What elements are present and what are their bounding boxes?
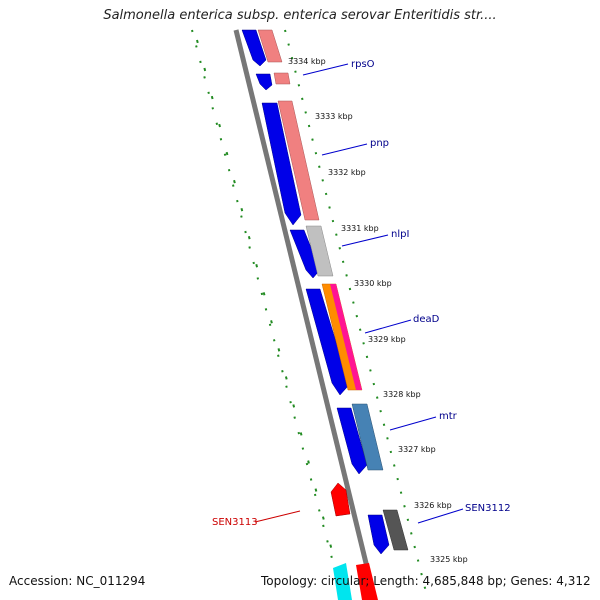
leader-mtr [389, 416, 437, 431]
cds-arrow [261, 102, 302, 226]
gene-deaD-stripe [330, 284, 362, 390]
kbp-tick-label: 3329 kbp [368, 335, 406, 344]
red-feature-bottom [356, 563, 378, 600]
gene-label[interactable]: mtr [439, 411, 458, 422]
gene-SEN3112-bar [382, 509, 409, 551]
kbp-tick-label: 3328 kbp [383, 390, 421, 399]
gene-rpsO-bar-2 [273, 72, 291, 85]
leader-rpsO [302, 63, 349, 76]
kbp-tick-label: 3332 kbp [328, 168, 366, 177]
kbp-tick-label: 3333 kbp [315, 112, 353, 121]
gene-rpsO-bar [257, 29, 283, 63]
leader-SEN3112 [417, 508, 464, 524]
forward-cds-group [241, 29, 390, 555]
kbp-ticks: 3334 kbp 3333 kbp 3332 kbp 3331 kbp 3330… [288, 57, 468, 564]
gene-label[interactable]: deaD [413, 314, 440, 325]
kbp-tick-label: 3326 kbp [414, 501, 452, 510]
leader-nlpI [341, 234, 389, 247]
cds-arrow [305, 288, 350, 396]
gene-label[interactable]: rpsO [351, 59, 375, 70]
gene-label[interactable]: SEN3112 [465, 503, 511, 514]
backbone-line [233, 29, 378, 600]
leader-pnp [321, 143, 368, 156]
gene-nlpI-bar [305, 225, 334, 277]
gene-SEN3113-arrow [330, 482, 351, 517]
kbp-tick-label: 3330 kbp [354, 279, 392, 288]
gene-label[interactable]: pnp [370, 138, 389, 149]
cds-arrow [367, 514, 390, 555]
cds-arrow [289, 229, 321, 279]
gene-mtr-bar [351, 403, 384, 471]
kbp-tick-label: 3334 kbp [288, 57, 326, 66]
cds-arrow [336, 407, 368, 475]
gene-label[interactable]: nlpI [391, 229, 409, 240]
gene-pnp-bar [277, 100, 320, 221]
kbp-tick-label: 3331 kbp [341, 224, 379, 233]
gene-label[interactable]: SEN3113 [212, 517, 258, 528]
cds-arrow [255, 73, 273, 91]
kbp-tick-label: 3325 kbp [430, 555, 468, 564]
cyan-feature [333, 563, 352, 600]
map-title: Salmonella enterica subsp. enterica sero… [103, 8, 497, 23]
leader-SEN3113 [254, 510, 301, 523]
kbp-tick-label: 3327 kbp [398, 445, 436, 454]
leader-deaD [364, 319, 412, 334]
cds-arrow [241, 29, 267, 67]
genome-summary-text: Topology: circular; Length: 4,685,848 bp… [261, 574, 591, 588]
accession-text: Accession: NC_011294 [9, 574, 146, 588]
